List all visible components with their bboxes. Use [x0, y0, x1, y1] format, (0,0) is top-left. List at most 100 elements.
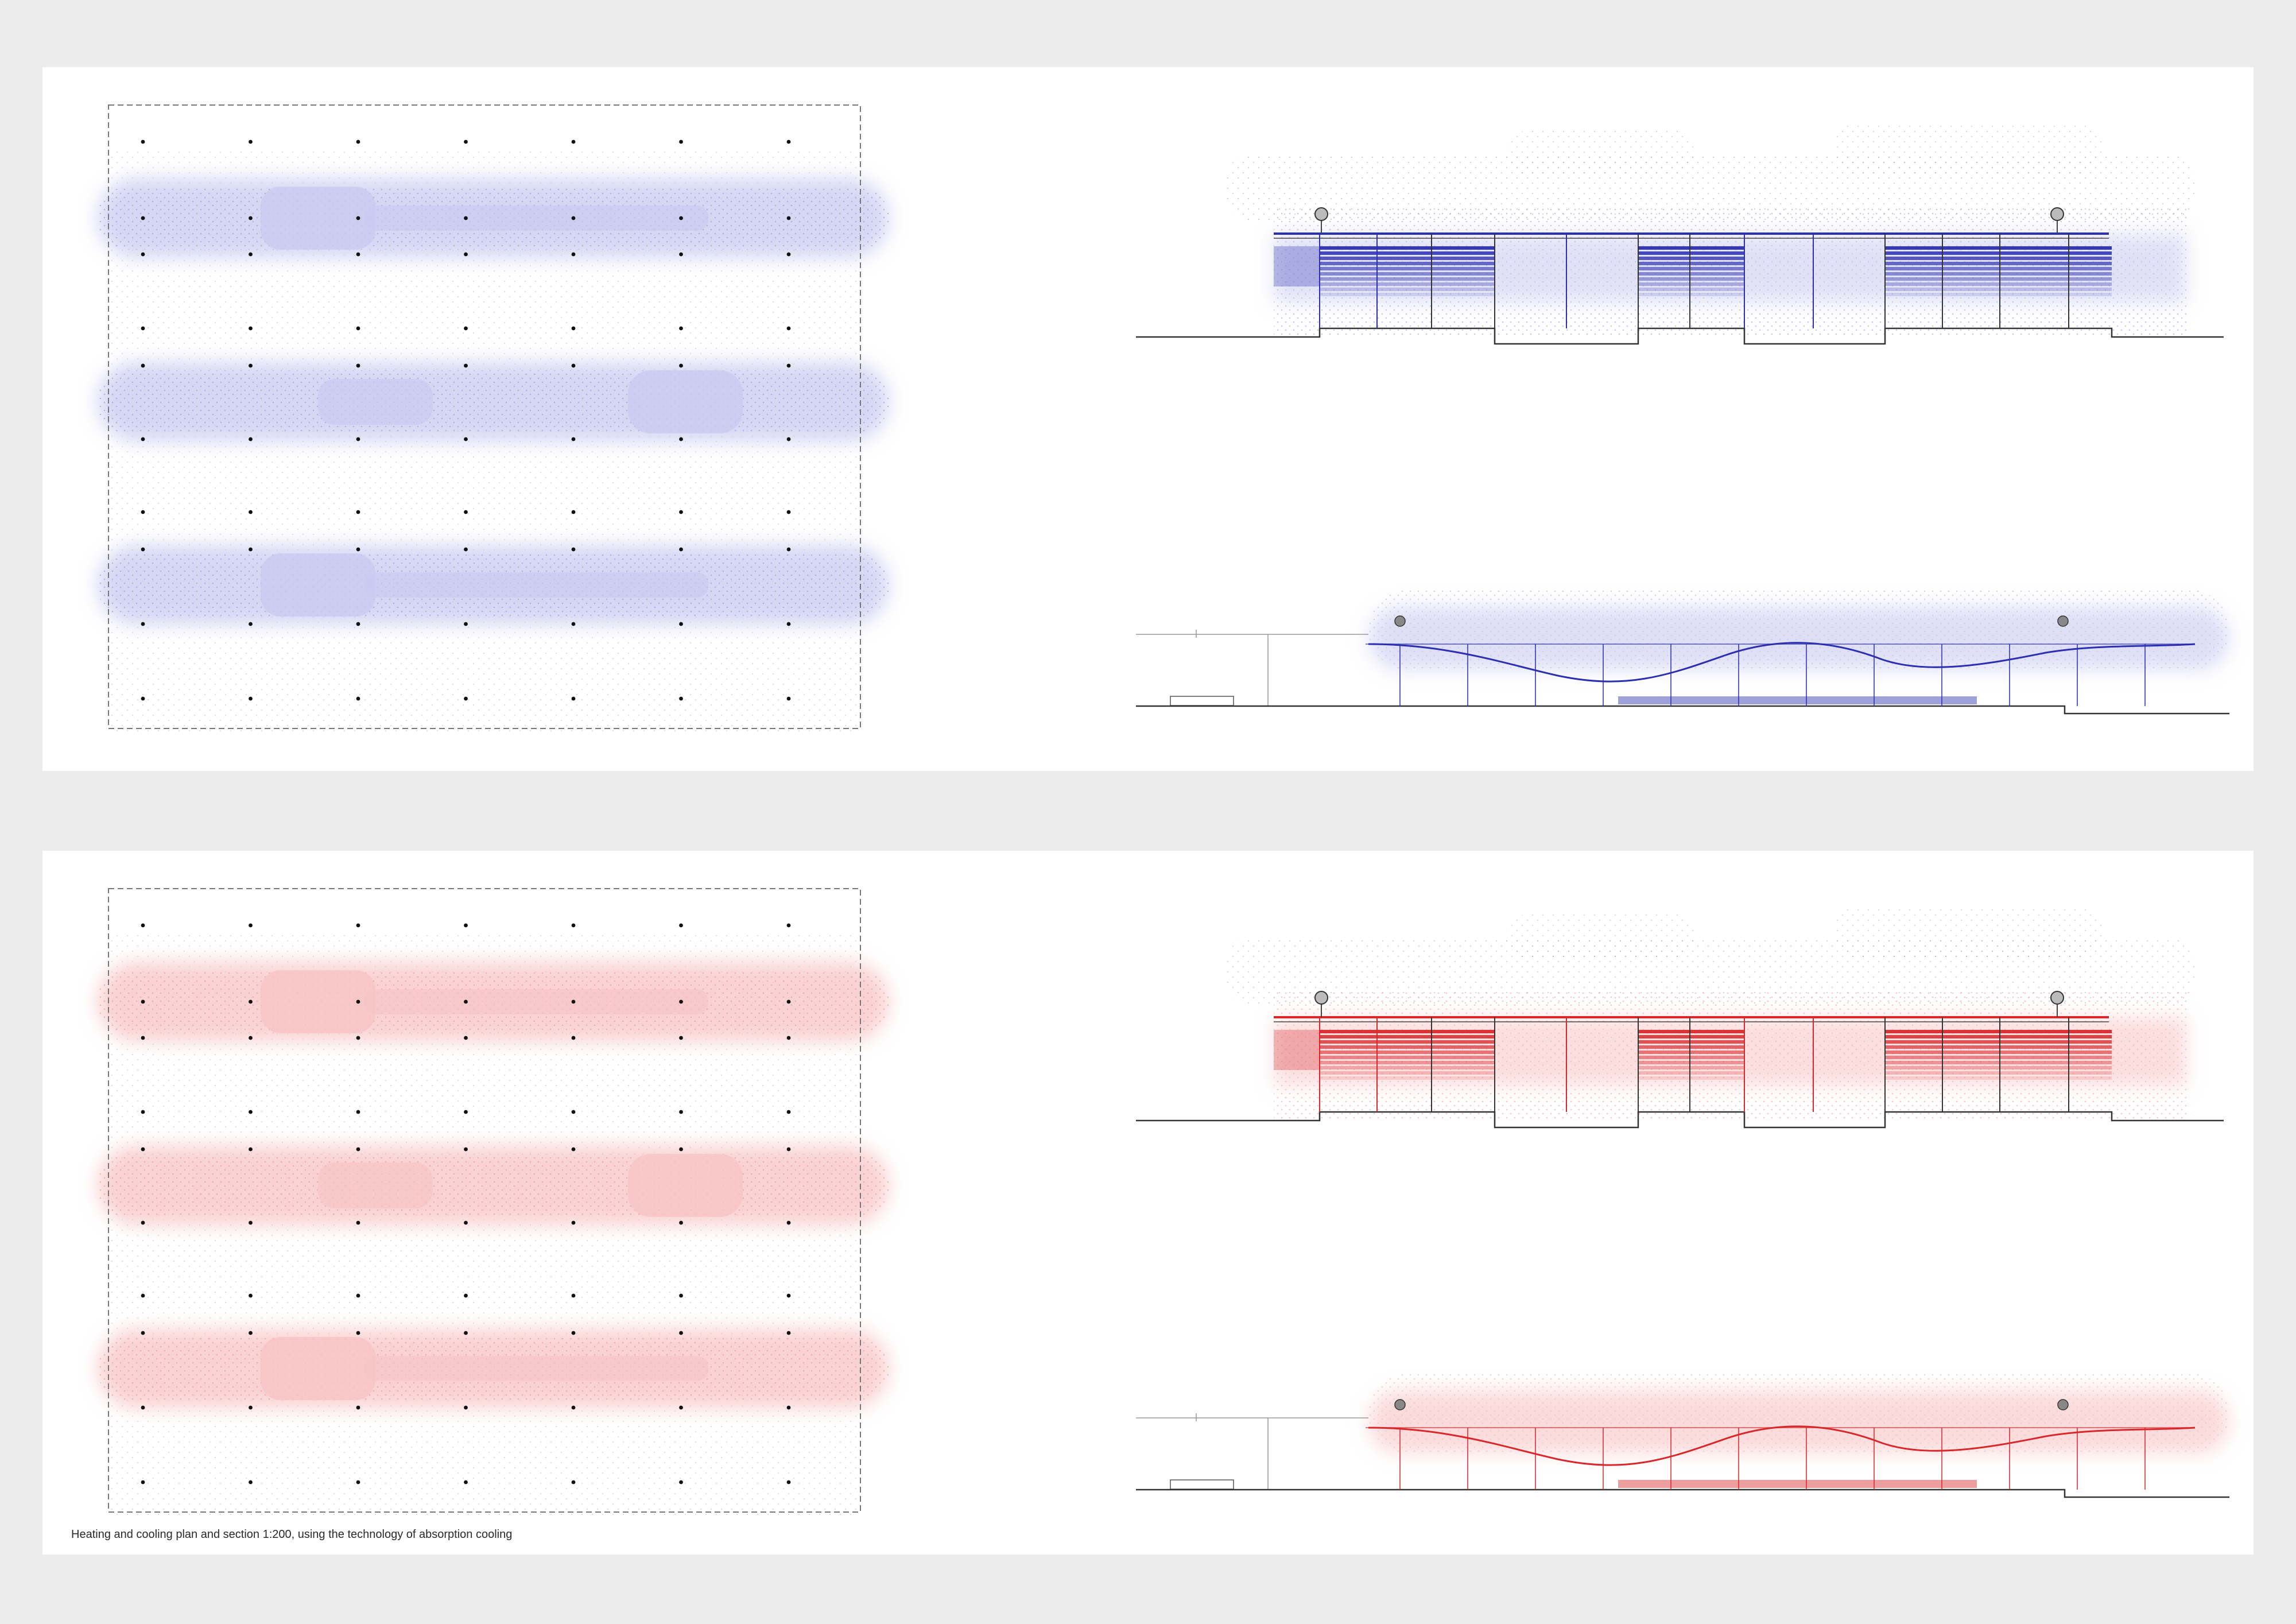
- drawing-caption: Heating and cooling plan and section 1:2…: [71, 1528, 513, 1541]
- plan-column: [356, 999, 360, 1004]
- panel-strip: [1638, 282, 1744, 286]
- plan-column: [679, 696, 683, 701]
- plan-column: [356, 1480, 360, 1485]
- panel-strip: [1638, 246, 1744, 250]
- band-core: [628, 1154, 743, 1217]
- panel-strip: [1320, 1040, 1495, 1044]
- plan-column: [249, 923, 253, 928]
- band-core: [261, 1337, 375, 1400]
- plan-column: [249, 1331, 253, 1335]
- plan-column: [786, 622, 791, 626]
- plan-column: [571, 696, 576, 701]
- plan-column: [464, 1110, 468, 1114]
- panel-strip: [1638, 1061, 1744, 1064]
- plan-column: [464, 252, 468, 257]
- plan-column: [249, 1293, 253, 1298]
- panel-strip: [1638, 293, 1744, 296]
- plan-boundary: [108, 888, 861, 1513]
- upper-section: [1136, 905, 2224, 1129]
- panel-strip: [1885, 257, 2112, 260]
- plan-boundary: [108, 104, 861, 729]
- section-duct: [1368, 642, 2196, 683]
- plan-heating-band: [97, 1328, 889, 1409]
- section-sensor: [2050, 991, 2064, 1005]
- plan-column: [786, 547, 791, 552]
- plan-column: [786, 139, 791, 144]
- panel-strip: [1885, 1030, 2112, 1033]
- plan-column: [679, 1405, 683, 1410]
- plan-column: [571, 363, 576, 368]
- panel-strip: [1885, 246, 2112, 250]
- cooling-drawing: [97, 104, 2229, 733]
- plan-column: [679, 923, 683, 928]
- panel-strip: [1320, 1030, 1495, 1033]
- panel-strip: [1638, 1071, 1744, 1075]
- plan-column: [249, 547, 253, 552]
- plan-column: [249, 1147, 253, 1152]
- plan-column: [141, 1110, 145, 1114]
- plan-cooling-band: [97, 545, 889, 625]
- plan-column: [464, 437, 468, 441]
- plan-column: [571, 1036, 576, 1040]
- panel-strip: [1885, 1071, 2112, 1075]
- panel-strip: [1885, 1051, 2112, 1054]
- plan-column: [141, 547, 145, 552]
- band-dots: [97, 370, 889, 433]
- plan-column: [141, 216, 145, 220]
- plan-column: [464, 326, 468, 331]
- plan-column: [679, 1220, 683, 1225]
- plan-column: [141, 510, 145, 514]
- plan-column: [464, 363, 468, 368]
- plan-column: [786, 1480, 791, 1485]
- plan-column: [356, 1405, 360, 1410]
- plan-column: [464, 139, 468, 144]
- plan-column: [571, 510, 576, 514]
- upper-section: [1136, 122, 2224, 345]
- panel-strip: [1885, 1035, 2112, 1038]
- section-sensor: [2057, 615, 2069, 627]
- plan-column: [356, 139, 360, 144]
- panel-strip: [1320, 1051, 1495, 1054]
- plan-column: [141, 437, 145, 441]
- panel-strip: [1320, 257, 1495, 260]
- plan-column: [141, 923, 145, 928]
- heating-sheet: Heating and cooling plan and section 1:2…: [42, 851, 2254, 1555]
- panel-strip: [1320, 251, 1495, 255]
- floor-radiant-strip: [1618, 1480, 1977, 1488]
- section-air-cloud: [1368, 1390, 2229, 1454]
- section-dot-cloud: [1506, 130, 1696, 176]
- panel-strip: [1885, 1056, 2112, 1059]
- plan-column: [356, 510, 360, 514]
- plan-column: [679, 252, 683, 257]
- section-ground-line: [1136, 1111, 2224, 1129]
- band-core: [364, 572, 708, 598]
- plan-column: [464, 1405, 468, 1410]
- plan-column: [679, 363, 683, 368]
- section-sensor: [1314, 207, 1328, 221]
- band-dots: [97, 1154, 889, 1217]
- plan-column: [679, 1293, 683, 1298]
- section-dot-cloud: [1833, 905, 2103, 957]
- band-core: [628, 370, 743, 433]
- plan-column: [249, 696, 253, 701]
- panel-strip: [1320, 262, 1495, 265]
- panel-strip: [1885, 277, 2112, 281]
- panel-strip: [1638, 1040, 1744, 1044]
- section-side-panel: [1274, 1030, 1320, 1070]
- section-duct: [1368, 1425, 2196, 1466]
- panel-strip: [1638, 1066, 1744, 1069]
- plan-column: [141, 1331, 145, 1335]
- plan-column: [786, 326, 791, 331]
- plan-column: [249, 139, 253, 144]
- plan-column: [786, 696, 791, 701]
- plan-column: [141, 999, 145, 1004]
- plan-column: [356, 1036, 360, 1040]
- plan-column: [356, 547, 360, 552]
- plan-column: [571, 1405, 576, 1410]
- plan-column: [249, 1036, 253, 1040]
- panel-strip: [1320, 246, 1495, 250]
- plan-column: [141, 326, 145, 331]
- panel-strip: [1320, 1066, 1495, 1069]
- band-core: [364, 1356, 708, 1381]
- plan-column: [356, 923, 360, 928]
